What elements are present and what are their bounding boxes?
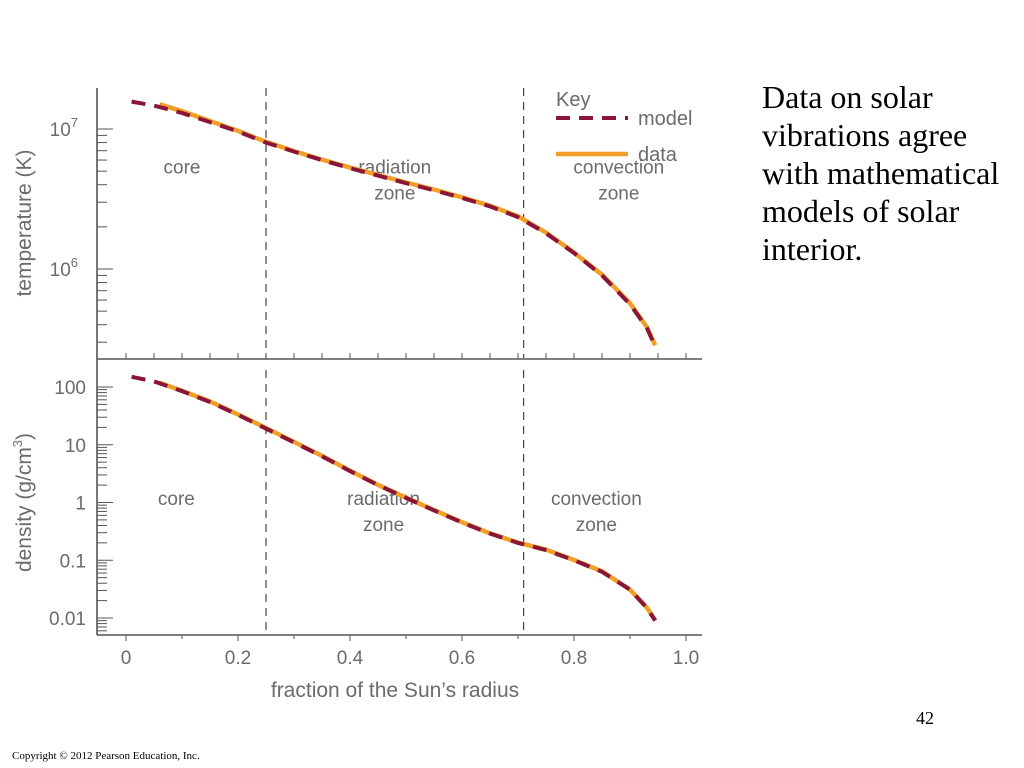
legend-label-model: model: [638, 108, 692, 130]
zone-label: convection: [551, 489, 642, 510]
zone-label: radiation: [358, 158, 431, 179]
y-tick-label: 107: [50, 115, 78, 141]
zone-label: zone: [598, 184, 639, 205]
y-axis-label-density: density (g/cm3): [10, 433, 36, 572]
x-tick-label: 1.0: [673, 648, 699, 669]
legend-label-data: data: [638, 144, 678, 166]
y-axis-label-temperature: temperature (K): [13, 149, 36, 296]
copyright-notice: Copyright © 2012 Pearson Education, Inc.: [12, 750, 200, 762]
y-tick-label: 1: [75, 494, 86, 515]
page-number: 42: [916, 708, 934, 728]
x-tick-label: 0: [121, 648, 132, 669]
zone-label: core: [158, 489, 195, 510]
legend-title: Key: [556, 89, 590, 111]
y-tick-label: 10: [65, 436, 86, 457]
slide-caption: Data on solar vibrations agree with math…: [762, 79, 1000, 267]
zone-label: convection: [573, 158, 664, 179]
y-tick-label: 100: [54, 378, 86, 399]
model-series-line: [131, 99, 658, 348]
zone-label: zone: [576, 515, 617, 536]
y-tick-label: 0.01: [49, 609, 86, 630]
x-axis-label: fraction of the Sun’s radius: [271, 679, 519, 702]
x-tick-label: 0.4: [337, 648, 364, 669]
y-tick-label: 0.1: [60, 551, 86, 572]
x-tick-label: 0.6: [449, 648, 475, 669]
model-series-line: [131, 374, 657, 622]
zone-label: core: [164, 158, 201, 179]
x-tick-label: 0.8: [561, 648, 587, 669]
solar-interior-chart: 106 107 temperature (K) core radiation zone co…: [10, 88, 702, 702]
zone-label: zone: [363, 515, 404, 536]
x-tick-label: 0.2: [225, 648, 251, 669]
data-series-line: [158, 102, 658, 347]
y-tick-label: 106: [50, 255, 78, 281]
zone-label: zone: [374, 184, 415, 205]
